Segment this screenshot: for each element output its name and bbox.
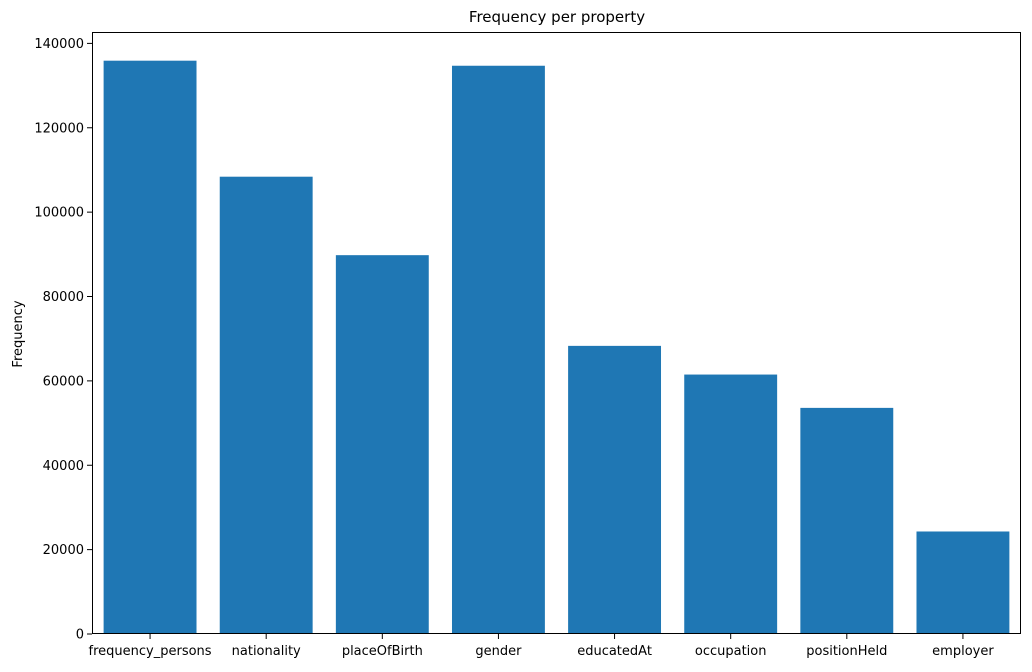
y-tick-label: 20000 <box>43 543 84 558</box>
bar-positionHeld <box>800 407 894 634</box>
bar-frequency_persons <box>103 60 197 634</box>
bar-nationality <box>219 176 313 634</box>
bar-employer <box>916 531 1010 634</box>
x-tick-label: educatedAt <box>577 644 652 659</box>
y-tick-label: 60000 <box>43 374 84 389</box>
bar-occupation <box>684 374 778 634</box>
bar-placeOfBirth <box>335 255 429 635</box>
y-tick-label: 140000 <box>34 37 84 52</box>
x-tick-label: employer <box>932 644 994 659</box>
bar-educatedAt <box>568 345 662 634</box>
x-tick-label: positionHeld <box>806 644 887 659</box>
x-tick-label: nationality <box>232 644 301 659</box>
y-tick-label: 120000 <box>34 121 84 136</box>
y-tick-label: 80000 <box>43 290 84 305</box>
y-axis-label: Frequency <box>11 300 26 367</box>
y-tick-label: 0 <box>76 628 84 643</box>
x-tick-label: frequency_persons <box>89 644 212 659</box>
y-axis: 0 20000 40000 60000 80000 100000 120000 140000 <box>34 37 92 643</box>
plot-frame <box>92 32 1021 634</box>
y-tick-label: 100000 <box>34 206 84 221</box>
y-tick-label: 40000 <box>43 459 84 474</box>
bar-gender <box>451 65 545 634</box>
x-tick-label: occupation <box>695 644 767 659</box>
chart-title: Frequency per property <box>469 8 645 26</box>
x-tick-label: placeOfBirth <box>342 644 423 659</box>
x-tick-label: gender <box>475 644 522 659</box>
bars-group <box>103 60 1010 635</box>
x-axis: frequency_persons nationality placeOfBirth… <box>89 634 994 659</box>
